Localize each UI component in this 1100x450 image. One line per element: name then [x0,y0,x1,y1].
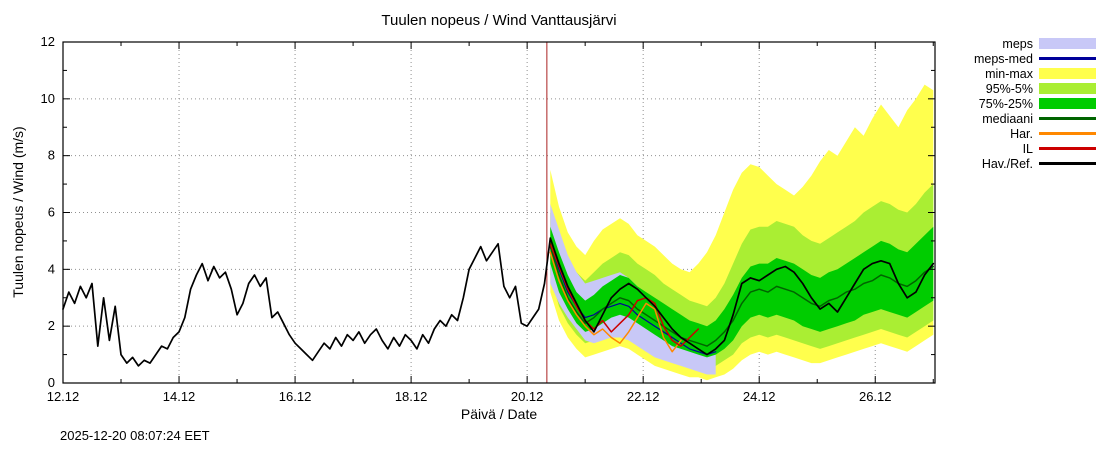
x-tick-label: 26.12 [859,389,892,404]
y-tick-label: 8 [48,148,55,163]
chart-title: Tuulen nopeus / Wind Vanttausjärvi [381,12,617,29]
line-hav-ref [62,237,935,367]
legend-item-har: Har. [974,126,1096,141]
x-tick-label: 24.12 [743,389,776,404]
x-tick-label: 16.12 [279,389,312,404]
line-har [549,251,682,353]
y-axis-label: Tuulen nopeus / Wind (m/s) [10,126,26,298]
line-mediaani [549,245,935,347]
legend-swatch-band [1039,83,1096,94]
legend-swatch-line [1039,162,1096,165]
x-tick-label: 12.12 [47,389,80,404]
legend-swatch-line [1039,117,1096,120]
legend-swatch-line [1039,57,1096,60]
y-tick-label: 4 [48,261,55,276]
chart-timestamp: 2025-12-20 08:07:24 EET [60,428,210,443]
legend-label: meps [1002,36,1033,51]
legend: meps meps-med min-max 95%-5% 75%-25% mediaani… [974,36,1096,171]
x-tick-label: 18.12 [395,389,428,404]
legend-label: meps-med [973,51,1033,66]
x-tick-label: 22.12 [627,389,660,404]
legend-label: min-max [985,66,1033,81]
y-tick-label: 10 [41,91,55,106]
legend-swatch-band [1039,38,1096,49]
legend-label: Hav./Ref. [981,156,1033,171]
y-tick-label: 6 [48,205,55,220]
x-axis-label: Päivä / Date [460,406,538,422]
legend-label: mediaani [982,111,1033,126]
legend-item-95-5: 95%-5% [974,81,1096,96]
legend-item-mediaani: mediaani [974,111,1096,126]
legend-swatch-band [1039,68,1096,79]
legend-item-meps: meps [974,36,1096,51]
legend-label: Har. [1010,126,1033,141]
y-tick-label: 0 [48,375,55,390]
legend-swatch-line [1039,147,1096,150]
legend-swatch-line [1039,132,1096,135]
legend-swatch-band [1039,98,1096,109]
y-tick-label: 12 [41,34,55,49]
legend-item-il: IL [974,141,1096,156]
x-tick-label: 14.12 [163,389,196,404]
legend-item-hav-ref: Hav./Ref. [974,156,1096,171]
legend-item-meps-med: meps-med [974,51,1096,66]
legend-item-min-max: min-max [974,66,1096,81]
legend-label: 75%-25% [978,96,1033,111]
line-il [549,243,700,347]
legend-label: 95%-5% [985,81,1033,96]
x-tick-label: 20.12 [511,389,544,404]
legend-item-75-25: 75%-25% [974,96,1096,111]
band-75-25 [550,226,934,358]
legend-label: IL [1022,141,1033,156]
y-tick-label: 2 [48,318,55,333]
